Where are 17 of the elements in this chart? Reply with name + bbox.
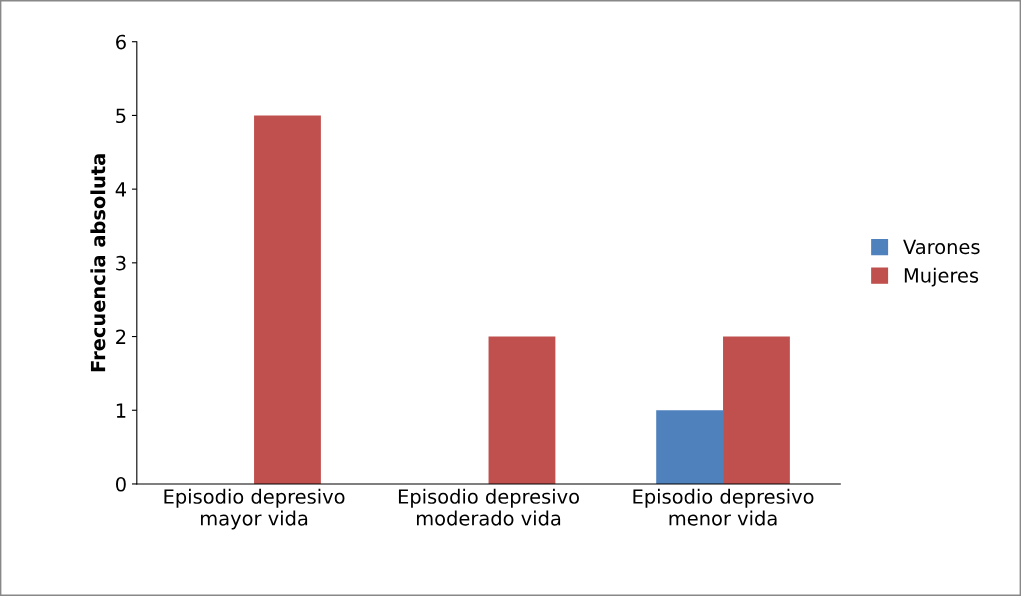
legend-label: Varones [903,239,980,255]
y-tick-label: 1 [116,403,126,418]
bar [656,410,724,484]
bar [723,336,790,484]
y-axis-title: Frecuencia absoluta [90,154,106,372]
bar [254,115,321,484]
y-tick-label: 6 [116,34,126,50]
y-tick-label: 3 [116,255,126,271]
y-tick-label: 5 [116,108,126,124]
x-tick-label: Episodio depresivo menor vida [633,488,814,526]
legend-label: Mujeres [904,267,979,287]
bar [488,336,556,484]
x-tick-label: Episodio depresivo mayor vida [164,488,345,530]
y-tick-label: 2 [116,329,126,344]
x-tick-label: Episodio depresivo moderado vida [398,488,579,526]
y-tick-label: 0 [116,476,126,492]
y-tick-label: 4 [115,182,126,197]
